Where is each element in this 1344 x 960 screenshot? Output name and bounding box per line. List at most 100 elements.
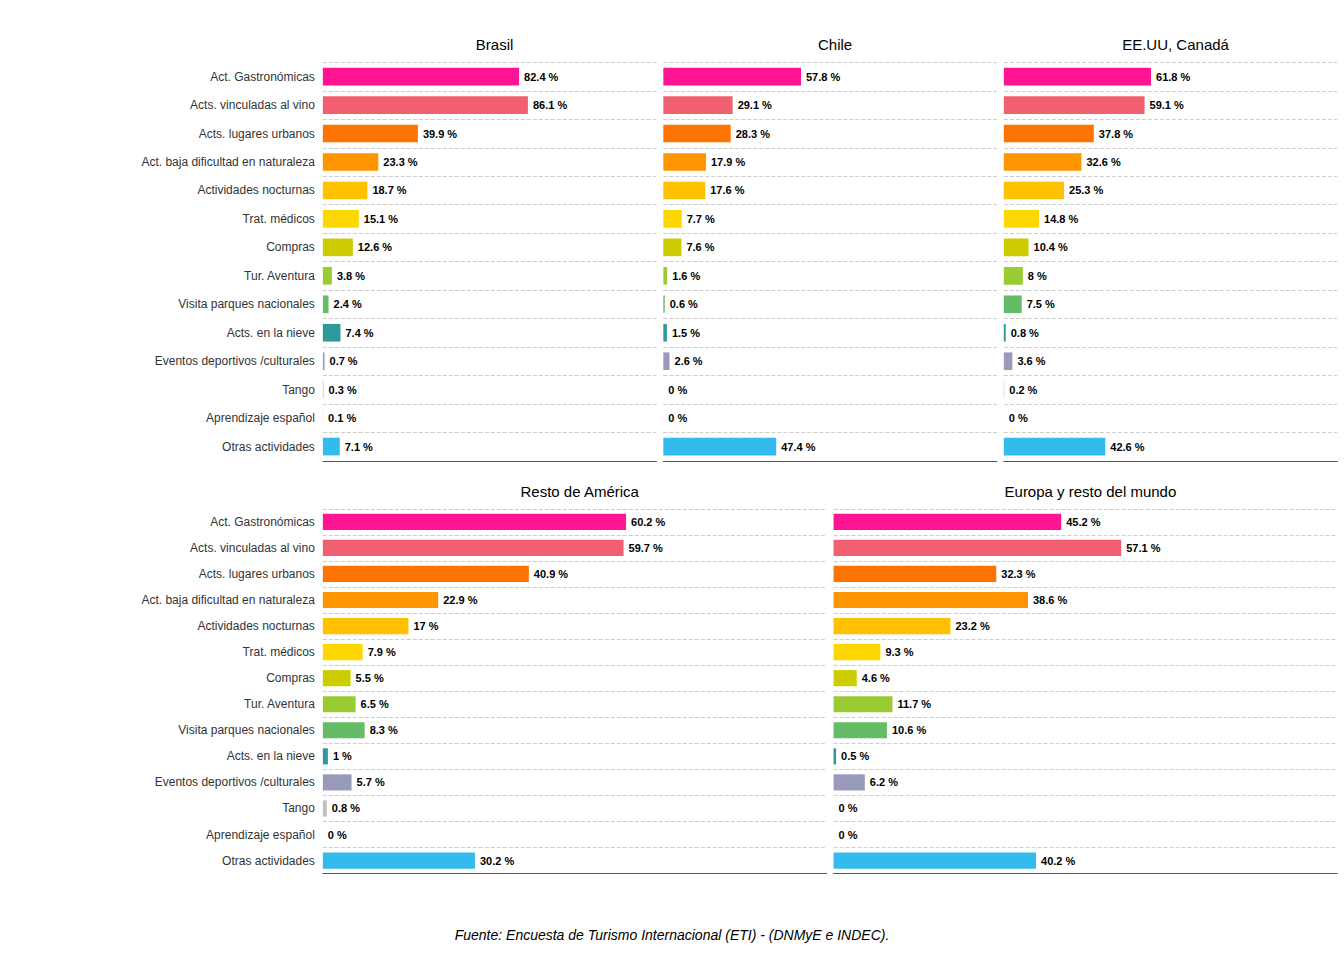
svg-text:9.3 %: 9.3 %: [885, 646, 913, 658]
svg-text:0.3 %: 0.3 %: [329, 384, 357, 396]
svg-text:17.9 %: 17.9 %: [711, 156, 745, 168]
svg-text:28.3 %: 28.3 %: [736, 128, 770, 140]
svg-text:2.6 %: 2.6 %: [675, 355, 703, 367]
svg-text:Act. baja dificultad en natura: Act. baja dificultad en naturaleza: [141, 155, 315, 169]
svg-text:4.6 %: 4.6 %: [862, 672, 890, 684]
svg-text:37.8 %: 37.8 %: [1099, 128, 1133, 140]
svg-text:Tango: Tango: [282, 801, 315, 815]
svg-text:32.3 %: 32.3 %: [1001, 568, 1035, 580]
svg-text:Trat. médicos: Trat. médicos: [243, 212, 315, 226]
svg-text:Fuente: Encuesta de Turismo In: Fuente: Encuesta de Turismo Internaciona…: [455, 927, 890, 943]
svg-text:Eventos deportivos /culturales: Eventos deportivos /culturales: [155, 775, 315, 789]
svg-text:Aprendizaje español: Aprendizaje español: [206, 828, 315, 842]
svg-text:Tur. Aventura: Tur. Aventura: [244, 697, 315, 711]
svg-text:10.4 %: 10.4 %: [1034, 241, 1068, 253]
svg-text:17.6 %: 17.6 %: [710, 184, 744, 196]
svg-text:Compras: Compras: [266, 671, 315, 685]
svg-text:40.2 %: 40.2 %: [1041, 855, 1075, 867]
svg-text:61.8 %: 61.8 %: [1156, 71, 1190, 83]
svg-text:Actividades nocturnas: Actividades nocturnas: [197, 619, 314, 633]
svg-text:57.1 %: 57.1 %: [1126, 542, 1160, 554]
svg-text:14.8 %: 14.8 %: [1044, 213, 1078, 225]
svg-text:29.1 %: 29.1 %: [738, 99, 772, 111]
svg-text:0 %: 0 %: [839, 802, 858, 814]
svg-text:42.6 %: 42.6 %: [1110, 441, 1144, 453]
svg-text:Otras actividades: Otras actividades: [222, 440, 315, 454]
svg-text:82.4 %: 82.4 %: [524, 71, 558, 83]
svg-text:Eventos deportivos /culturales: Eventos deportivos /culturales: [155, 354, 315, 368]
svg-text:Act. baja dificultad en natura: Act. baja dificultad en naturaleza: [141, 593, 315, 607]
svg-text:Compras: Compras: [266, 240, 315, 254]
svg-text:Acts. en la nieve: Acts. en la nieve: [227, 749, 315, 763]
svg-text:7.9 %: 7.9 %: [368, 646, 396, 658]
svg-text:Acts. lugares urbanos: Acts. lugares urbanos: [199, 567, 315, 581]
svg-text:Acts. lugares urbanos: Acts. lugares urbanos: [199, 127, 315, 141]
svg-text:38.6 %: 38.6 %: [1033, 594, 1067, 606]
svg-text:15.1 %: 15.1 %: [364, 213, 398, 225]
svg-text:39.9 %: 39.9 %: [423, 128, 457, 140]
svg-text:Resto de América: Resto de América: [521, 483, 640, 500]
svg-text:Visita parques nacionales: Visita parques nacionales: [178, 723, 315, 737]
svg-text:32.6 %: 32.6 %: [1086, 156, 1120, 168]
svg-text:6.2 %: 6.2 %: [870, 776, 898, 788]
svg-text:Trat. médicos: Trat. médicos: [243, 645, 315, 659]
svg-text:18.7 %: 18.7 %: [372, 184, 406, 196]
svg-text:Aprendizaje español: Aprendizaje español: [206, 411, 315, 425]
svg-text:59.1 %: 59.1 %: [1150, 99, 1184, 111]
svg-text:30.2 %: 30.2 %: [480, 855, 514, 867]
svg-text:7.7 %: 7.7 %: [687, 213, 715, 225]
svg-text:7.1 %: 7.1 %: [345, 441, 373, 453]
svg-text:57.8 %: 57.8 %: [806, 71, 840, 83]
svg-text:0 %: 0 %: [839, 829, 858, 841]
svg-text:0 %: 0 %: [668, 384, 687, 396]
svg-text:8.3 %: 8.3 %: [370, 724, 398, 736]
svg-text:17 %: 17 %: [413, 620, 438, 632]
svg-text:0.8 %: 0.8 %: [1011, 327, 1039, 339]
svg-text:3.8 %: 3.8 %: [337, 270, 365, 282]
svg-text:6.5 %: 6.5 %: [361, 698, 389, 710]
svg-text:12.6 %: 12.6 %: [358, 241, 392, 253]
svg-text:1.6 %: 1.6 %: [672, 270, 700, 282]
svg-text:Act. Gastronómicas: Act. Gastronómicas: [210, 515, 315, 529]
svg-text:23.2 %: 23.2 %: [955, 620, 989, 632]
svg-text:Visita parques nacionales: Visita parques nacionales: [178, 297, 315, 311]
svg-text:Otras actividades: Otras actividades: [222, 854, 315, 868]
svg-text:8 %: 8 %: [1028, 270, 1047, 282]
svg-text:1 %: 1 %: [333, 750, 352, 762]
svg-text:Acts. vinculadas al vino: Acts. vinculadas al vino: [190, 541, 315, 555]
svg-text:23.3 %: 23.3 %: [383, 156, 417, 168]
svg-text:Tango: Tango: [282, 383, 315, 397]
svg-text:0.5 %: 0.5 %: [841, 750, 869, 762]
svg-text:1.5 %: 1.5 %: [672, 327, 700, 339]
svg-text:47.4 %: 47.4 %: [781, 441, 815, 453]
svg-text:5.7 %: 5.7 %: [357, 776, 385, 788]
svg-text:Act. Gastronómicas: Act. Gastronómicas: [210, 70, 315, 84]
svg-text:0.8 %: 0.8 %: [332, 802, 360, 814]
svg-text:0.1 %: 0.1 %: [328, 412, 356, 424]
svg-text:2.4 %: 2.4 %: [334, 298, 362, 310]
svg-text:0.6 %: 0.6 %: [670, 298, 698, 310]
svg-text:45.2 %: 45.2 %: [1066, 516, 1100, 528]
svg-text:3.6 %: 3.6 %: [1017, 355, 1045, 367]
svg-text:5.5 %: 5.5 %: [356, 672, 384, 684]
svg-text:7.5 %: 7.5 %: [1027, 298, 1055, 310]
svg-text:Acts. vinculadas al vino: Acts. vinculadas al vino: [190, 98, 315, 112]
svg-text:Europa y resto del mundo: Europa y resto del mundo: [1005, 483, 1177, 500]
svg-text:7.4 %: 7.4 %: [345, 327, 373, 339]
svg-text:10.6 %: 10.6 %: [892, 724, 926, 736]
svg-text:59.7 %: 59.7 %: [629, 542, 663, 554]
svg-text:Acts. en la nieve: Acts. en la nieve: [227, 326, 315, 340]
svg-text:0 %: 0 %: [1009, 412, 1028, 424]
svg-text:11.7 %: 11.7 %: [897, 698, 931, 710]
svg-text:25.3 %: 25.3 %: [1069, 184, 1103, 196]
svg-text:86.1 %: 86.1 %: [533, 99, 567, 111]
svg-text:0 %: 0 %: [668, 412, 687, 424]
svg-text:60.2 %: 60.2 %: [631, 516, 665, 528]
svg-text:0.7 %: 0.7 %: [330, 355, 358, 367]
svg-text:Chile: Chile: [818, 36, 852, 53]
svg-text:Actividades nocturnas: Actividades nocturnas: [197, 183, 314, 197]
svg-text:Brasil: Brasil: [476, 36, 514, 53]
svg-text:40.9 %: 40.9 %: [534, 568, 568, 580]
svg-text:22.9 %: 22.9 %: [443, 594, 477, 606]
svg-text:0.2 %: 0.2 %: [1009, 384, 1037, 396]
